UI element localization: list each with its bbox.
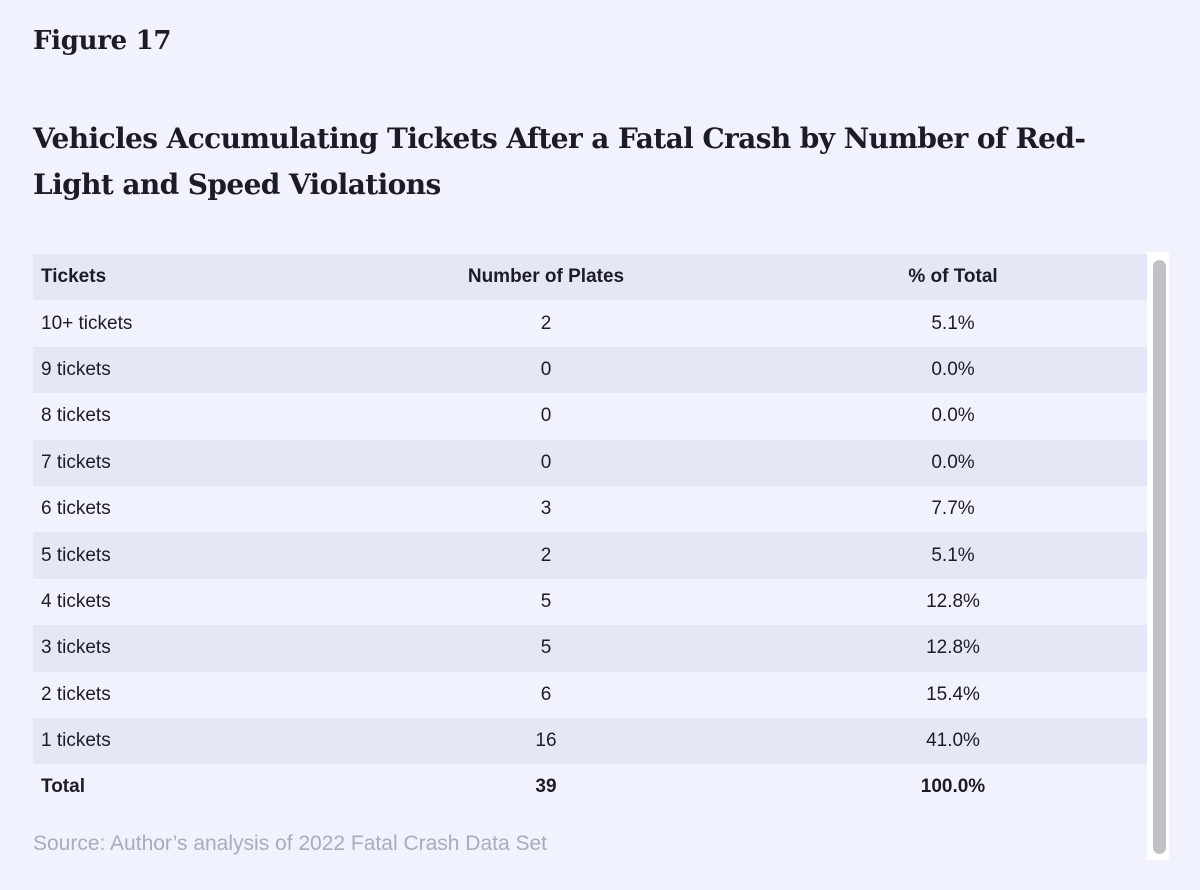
cell-percent-of-total: 12.8%	[926, 637, 980, 659]
cell-tickets: 1 tickets	[41, 730, 111, 752]
table-row: 5 tickets 2 5.1%	[33, 532, 1147, 579]
table-row: 4 tickets 5 12.8%	[33, 579, 1147, 625]
cell-number-of-plates: 2	[540, 312, 552, 334]
cell-tickets: 2 tickets	[41, 683, 111, 705]
scrollbar-thumb[interactable]	[1153, 260, 1166, 854]
cell-number-of-plates: 0	[540, 451, 552, 473]
table-row: 2 tickets 6 15.4%	[33, 672, 1147, 718]
column-header-tickets: Tickets	[41, 266, 107, 288]
cell-percent-of-total: 0.0%	[931, 405, 975, 427]
table-row: 6 tickets 3 7.7%	[33, 486, 1147, 532]
cell-percent-of-total: 7.7%	[931, 498, 975, 520]
data-table: Tickets Number of Plates % of Total 10+ …	[33, 254, 1147, 811]
figure-label: Figure 17	[33, 26, 172, 56]
cell-tickets: 8 tickets	[41, 405, 111, 427]
cell-tickets: 6 tickets	[41, 498, 111, 520]
cell-number-of-plates: 6	[540, 683, 552, 705]
cell-percent-of-total: 0.0%	[931, 358, 975, 380]
table-row: 3 tickets 5 12.8%	[33, 625, 1147, 672]
column-header-number-of-plates: Number of Plates	[467, 266, 625, 288]
cell-percent-of-total: 12.8%	[926, 590, 980, 612]
cell-number-of-plates: 3	[540, 498, 552, 520]
cell-percent-of-total: 5.1%	[931, 312, 975, 334]
cell-total-percent: 100.0%	[920, 776, 986, 798]
table-row: 9 tickets 0 0.0%	[33, 346, 1147, 394]
cell-total-label: Total	[41, 776, 85, 798]
table-row: 10+ tickets 2 5.1%	[33, 300, 1147, 346]
source-note: Source: Author’s analysis of 2022 Fatal …	[33, 832, 548, 855]
cell-tickets: 7 tickets	[41, 451, 111, 473]
table-total-row: Total 39 100.0%	[33, 764, 1147, 810]
cell-number-of-plates: 16	[535, 730, 557, 752]
table-row: 7 tickets 0 0.0%	[33, 439, 1147, 486]
table-row: 8 tickets 0 0.0%	[33, 393, 1147, 439]
figure-title: Vehicles Accumulating Tickets After a Fa…	[33, 122, 1086, 201]
cell-tickets: 4 tickets	[41, 590, 111, 612]
column-header-percent-of-total: % of Total	[908, 266, 998, 288]
cell-number-of-plates: 2	[540, 544, 552, 566]
cell-percent-of-total: 15.4%	[926, 683, 980, 705]
cell-percent-of-total: 5.1%	[931, 544, 975, 566]
cell-number-of-plates: 0	[540, 358, 552, 380]
table-header-row: Tickets Number of Plates % of Total	[33, 254, 1147, 301]
cell-tickets: 5 tickets	[41, 544, 111, 566]
data-table-container: Tickets Number of Plates % of Total 10+ …	[33, 254, 1147, 811]
cell-tickets: 3 tickets	[41, 637, 111, 659]
cell-total-plates: 39	[535, 776, 557, 798]
cell-percent-of-total: 41.0%	[926, 730, 980, 752]
table-row: 1 tickets 16 41.0%	[33, 717, 1147, 765]
cell-percent-of-total: 0.0%	[931, 451, 975, 473]
cell-number-of-plates: 0	[540, 405, 552, 427]
cell-tickets: 10+ tickets	[41, 312, 133, 334]
cell-number-of-plates: 5	[540, 590, 552, 612]
cell-tickets: 9 tickets	[41, 358, 111, 380]
cell-number-of-plates: 5	[540, 637, 552, 659]
